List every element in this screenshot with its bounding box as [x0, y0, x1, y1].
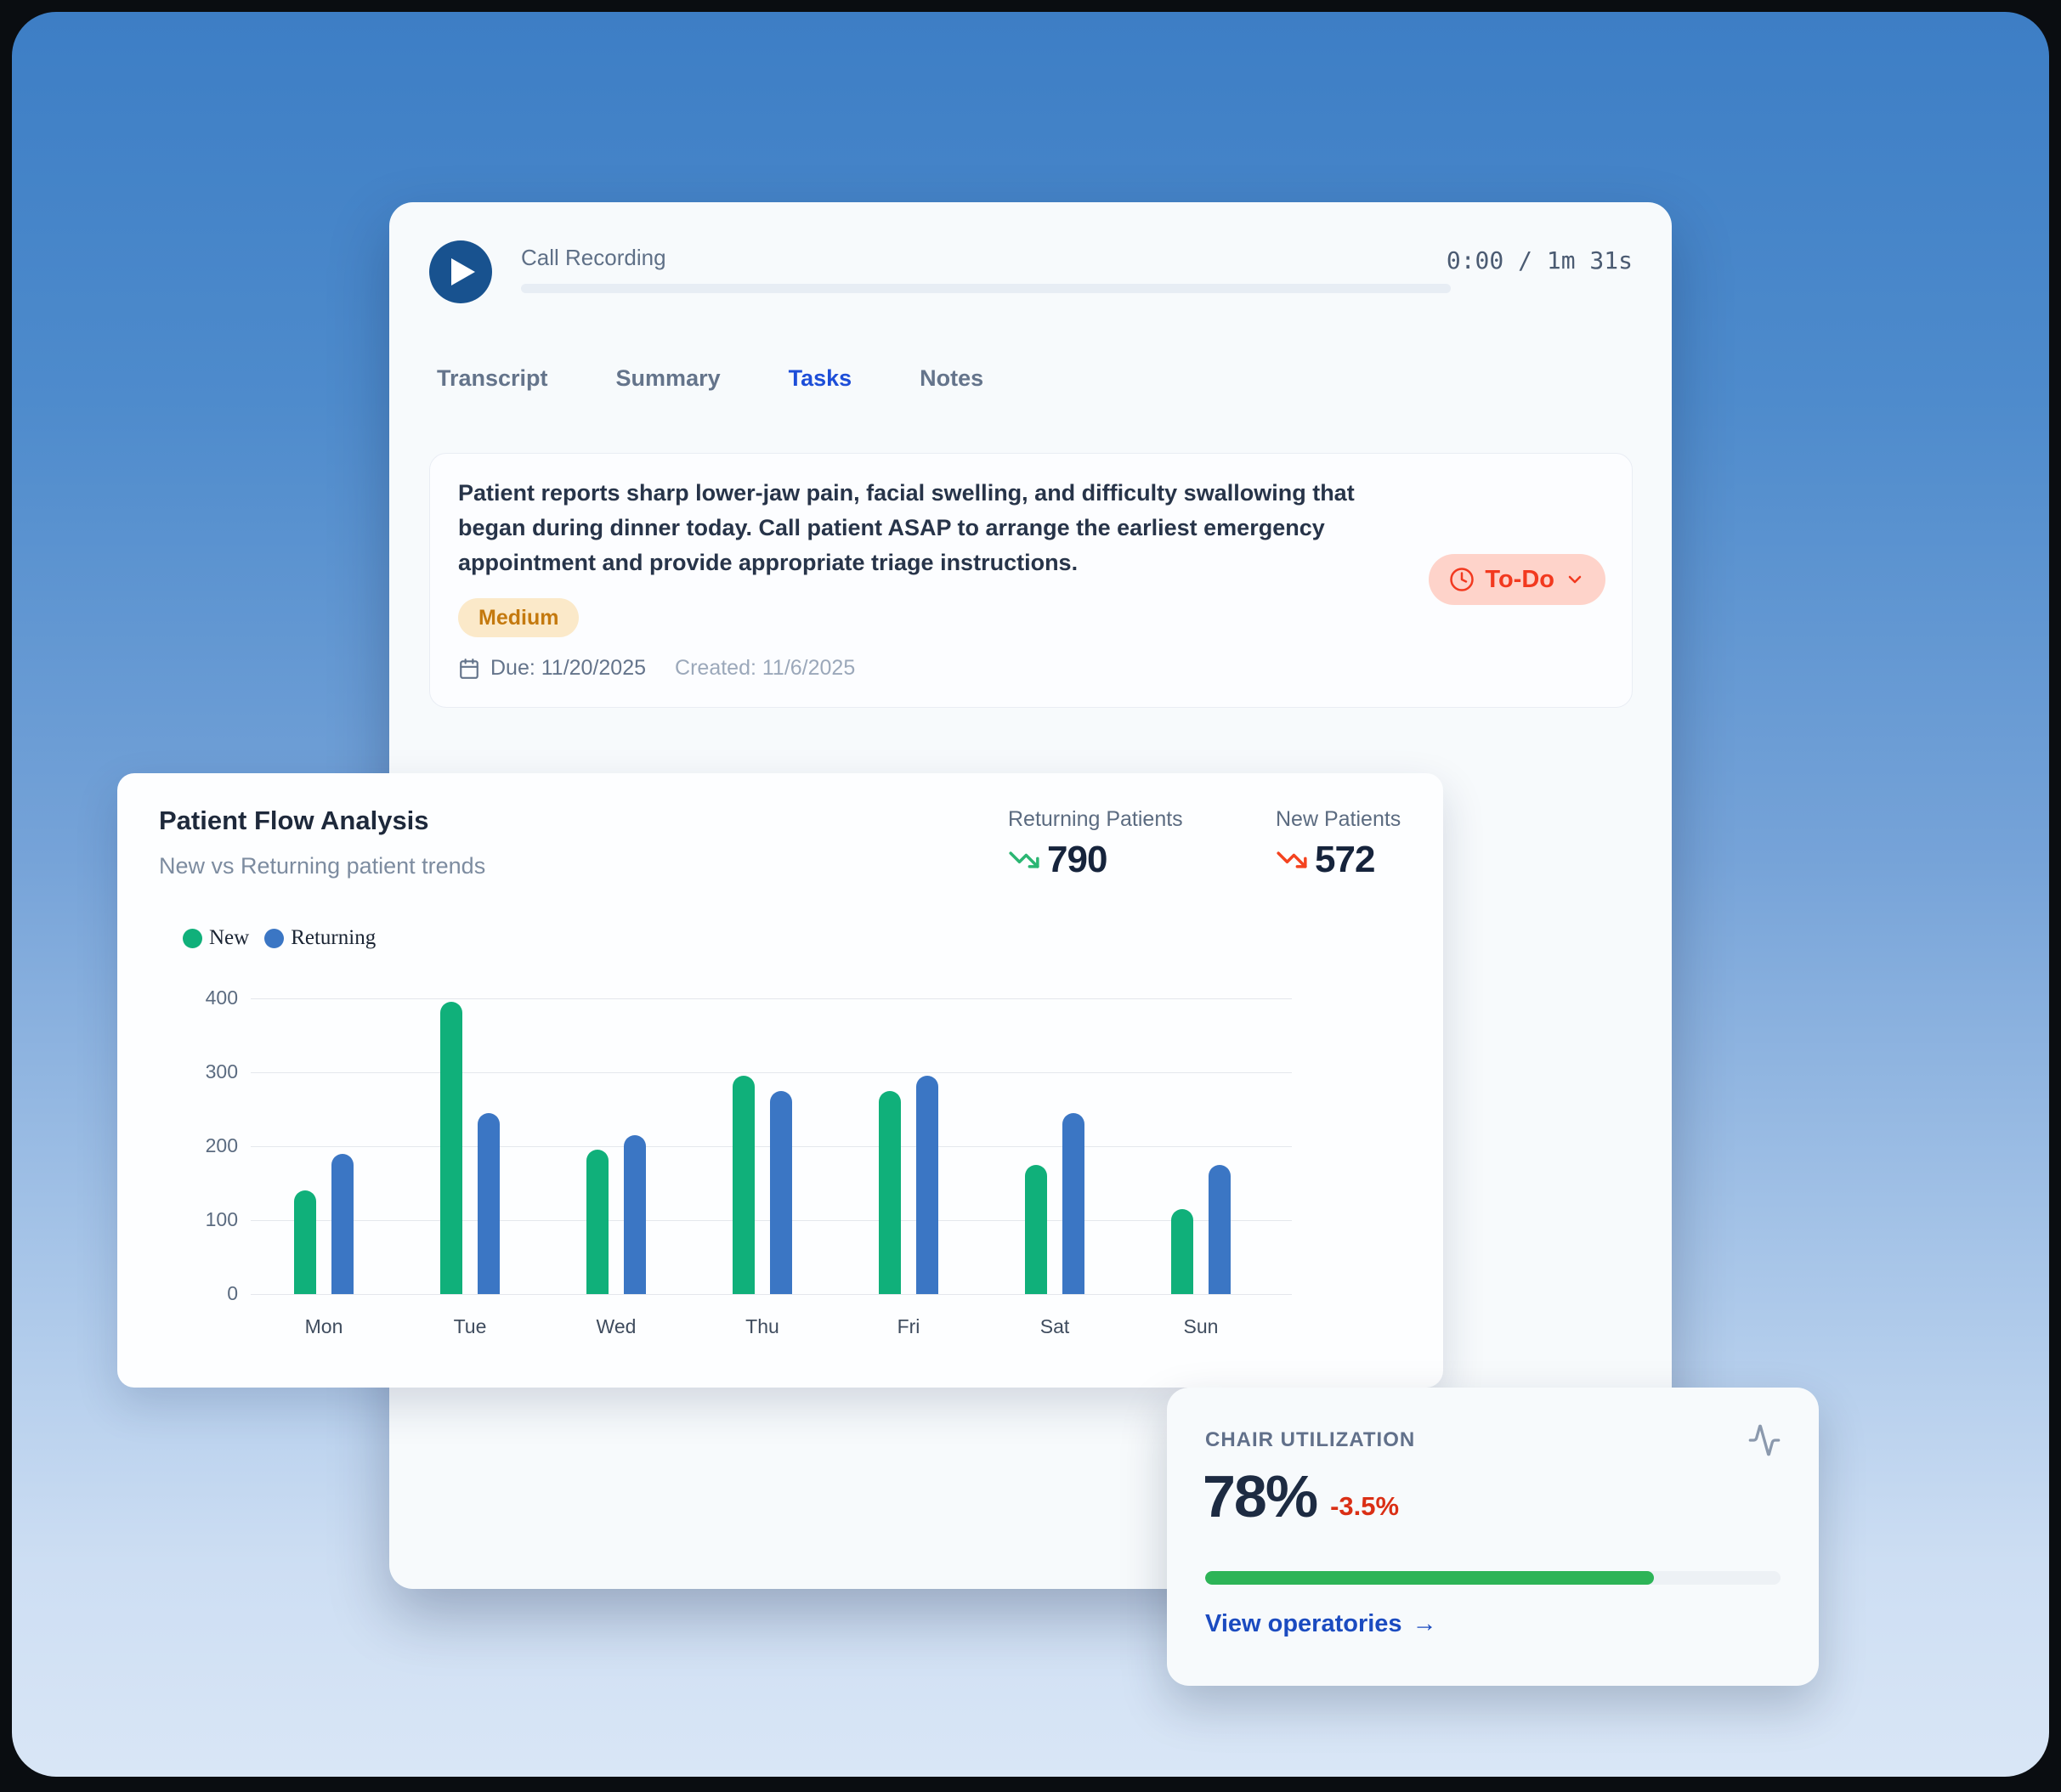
y-axis-label-0: 0: [227, 1282, 238, 1304]
player-title: Call Recording: [521, 245, 666, 270]
task-meta-row: Due: 11/20/2025 Created: 11/6/2025: [458, 656, 855, 681]
bar-new-tue: [440, 1002, 462, 1294]
chair-utilization-value: 78%: [1203, 1463, 1318, 1529]
playback-progress-bar[interactable]: [521, 284, 1451, 293]
stat-new-patients: New Patients 572: [1276, 807, 1401, 881]
playback-time: 0:00 / 1m 31s: [1446, 246, 1633, 274]
y-axis-label-300: 300: [205, 1060, 238, 1083]
x-axis-label-thu: Thu: [745, 1315, 779, 1337]
x-axis-label-sat: Sat: [1039, 1315, 1070, 1337]
bar-returning-fri: [916, 1076, 938, 1294]
y-axis-label-100: 100: [205, 1208, 238, 1230]
x-axis-label-sun: Sun: [1183, 1315, 1219, 1337]
view-operatories-label: View operatories: [1205, 1610, 1402, 1637]
task-description: Patient reports sharp lower-jaw pain, fa…: [458, 480, 1355, 575]
bar-new-fri: [879, 1091, 901, 1294]
chart-subtitle: New vs Returning patient trends: [159, 853, 486, 879]
clock-icon: [1450, 568, 1475, 591]
task-status-label: To-Do: [1485, 565, 1554, 593]
tab-tasks[interactable]: Tasks: [788, 365, 852, 391]
bar-returning-wed: [624, 1135, 646, 1294]
y-axis-label-200: 200: [205, 1134, 238, 1156]
patient-flow-card: Patient Flow Analysis New vs Returning p…: [117, 773, 1443, 1388]
bar-returning-thu: [770, 1091, 792, 1294]
bar-new-sat: [1025, 1165, 1047, 1294]
legend-label: New: [209, 926, 250, 949]
grid-line-300: [251, 1072, 1292, 1073]
task-due-date: Due: 11/20/2025: [490, 656, 647, 680]
task-card: Patient reports sharp lower-jaw pain, fa…: [429, 453, 1633, 708]
tab-transcript[interactable]: Transcript: [437, 365, 548, 391]
bar-new-mon: [294, 1190, 316, 1294]
task-status-dropdown[interactable]: To-Do: [1429, 554, 1605, 605]
chart-legend: New Returning: [183, 926, 376, 950]
bar-new-thu: [733, 1076, 755, 1294]
grid-line-400: [251, 998, 1292, 999]
bar-returning-sun: [1209, 1165, 1231, 1294]
view-operatories-link[interactable]: View operatories →: [1205, 1610, 1437, 1638]
x-axis-label-fri: Fri: [897, 1315, 920, 1337]
chair-utilization-progress-fill: [1205, 1571, 1655, 1585]
trending-down-icon: [1277, 851, 1307, 868]
chart-title: Patient Flow Analysis: [159, 806, 429, 835]
tabs: Transcript Summary Tasks Notes: [437, 365, 983, 392]
bar-returning-mon: [331, 1154, 354, 1294]
stat-label: New Patients: [1276, 807, 1401, 831]
play-button[interactable]: [429, 240, 492, 303]
legend-item-returning: Returning: [264, 926, 376, 950]
trending-down-icon: [1009, 851, 1039, 868]
chair-utilization-delta: -3.5%: [1330, 1491, 1400, 1521]
legend-dot: [264, 928, 285, 948]
legend-dot: [183, 928, 202, 948]
arrow-right-icon: →: [1412, 1610, 1437, 1637]
play-icon: [451, 258, 475, 285]
y-axis-label-400: 400: [205, 986, 238, 1009]
stat-label: Returning Patients: [1008, 807, 1183, 831]
chair-utilization-card: CHAIR UTILIZATION 78% -3.5% View operato…: [1167, 1388, 1819, 1686]
calendar-icon: [460, 658, 478, 679]
tab-summary[interactable]: Summary: [615, 365, 721, 391]
priority-badge: Medium: [458, 598, 580, 637]
x-axis-label-mon: Mon: [304, 1315, 343, 1337]
task-created-date: Created: 11/6/2025: [675, 656, 856, 680]
bar-new-sun: [1171, 1209, 1193, 1294]
stat-value: 790: [1047, 839, 1107, 880]
legend-item-new: New: [183, 926, 249, 950]
bar-returning-sat: [1062, 1113, 1084, 1294]
bar-returning-tue: [478, 1113, 500, 1294]
legend-label: Returning: [291, 926, 377, 949]
x-axis-label-tue: Tue: [453, 1315, 487, 1337]
stat-returning-patients: Returning Patients 790: [1008, 807, 1183, 881]
stat-value: 572: [1315, 839, 1375, 880]
activity-icon: [1748, 1424, 1781, 1456]
x-axis-label-wed: Wed: [596, 1315, 637, 1337]
chevron-down-icon: [1568, 575, 1582, 584]
chair-utilization-progress: [1205, 1571, 1781, 1585]
grid-line-0: [251, 1294, 1292, 1295]
bar-new-wed: [586, 1150, 609, 1294]
chair-utilization-title: CHAIR UTILIZATION: [1205, 1428, 1416, 1451]
tab-notes[interactable]: Notes: [920, 365, 984, 391]
